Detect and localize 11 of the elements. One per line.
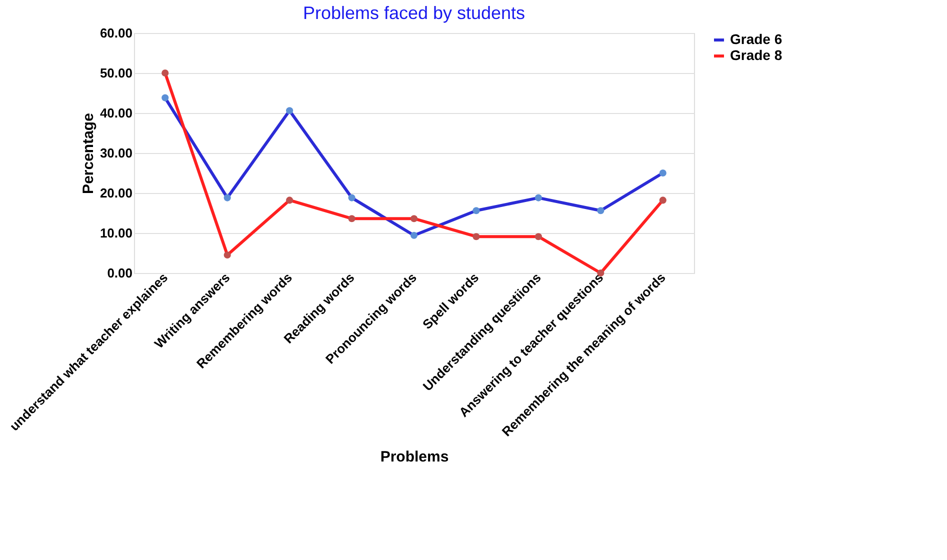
y-tick-label: 40.00	[100, 106, 132, 120]
legend-label: Grade 8	[730, 47, 782, 63]
y-tick-label: 50.00	[100, 66, 132, 80]
y-tick-label: 20.00	[100, 186, 132, 200]
chart-title: Problems faced by students	[302, 3, 526, 23]
y-tick-label: 30.00	[100, 146, 132, 160]
y-tick-label: 60.00	[100, 26, 132, 40]
legend-label: Grade 6	[730, 31, 782, 47]
y-tick-label: 10.00	[100, 226, 132, 240]
x-axis-title: Problems	[380, 448, 449, 466]
y-axis-title: Percentage	[80, 113, 97, 194]
